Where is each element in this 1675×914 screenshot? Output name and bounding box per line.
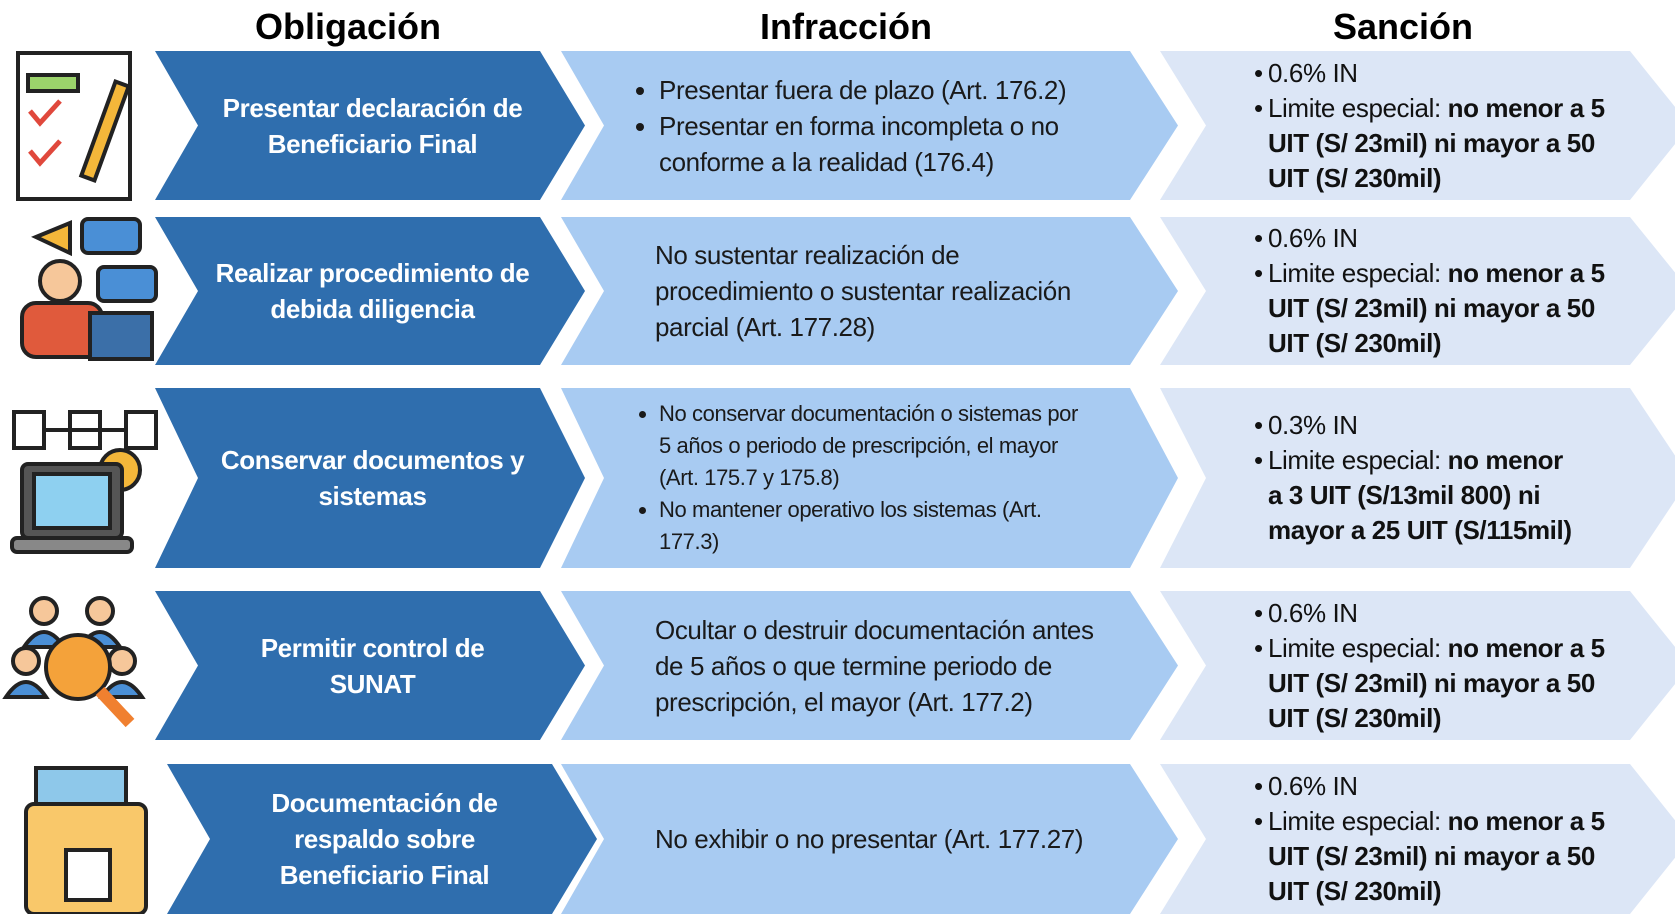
icon <box>10 410 158 554</box>
sanction-rate: 0.6% IN <box>1254 769 1620 804</box>
icon-shape <box>78 79 132 183</box>
icon <box>24 766 148 914</box>
infraction-item: No mantener operativo los sistemas (Art.… <box>659 494 1095 558</box>
icon-shape <box>107 646 137 676</box>
infraction-list: Presentar fuera de plazo (Art. 176.2)Pre… <box>625 72 1075 180</box>
icon-shape <box>64 848 112 902</box>
header: Infracción <box>759 6 933 47</box>
sanction-list: 0.6% INLimite especial: no menor a 5 UIT… <box>1250 221 1620 361</box>
obligation-text: Conservar documentos y sistemas <box>220 445 525 511</box>
infraction-text: Presentar fuera de plazo (Art. 176.2)Pre… <box>625 51 1075 200</box>
limit-value: no menor a 5 UIT (S/ 23mil) ni mayor a 5… <box>1268 258 1605 358</box>
sanction-limit: Limite especial: no menor a 5 UIT (S/ 23… <box>1254 804 1620 909</box>
sanction-text: 0.3% INLimite especial: no menor a 3 UIT… <box>1250 388 1580 568</box>
limit-label: Limite especial: <box>1268 632 1441 663</box>
infraction-text: No conservar documentación o sistemas po… <box>625 388 1095 568</box>
infraction-item: No sustentar realización de procedimient… <box>655 240 1071 342</box>
infraction-chevron <box>561 217 1178 365</box>
icon-shape <box>124 410 158 450</box>
sanction-limit: Limite especial: no menor a 5 UIT (S/ 23… <box>1254 631 1620 736</box>
obligation-chevron <box>167 764 597 914</box>
icon-shape <box>28 139 62 167</box>
sanction-rate: 0.3% IN <box>1254 408 1580 443</box>
obligation-text: Realizar procedimiento de debida diligen… <box>215 258 530 324</box>
icon-shape <box>2 680 50 699</box>
infraction-item: Ocultar o destruir documentación antes d… <box>655 614 1094 717</box>
sanction-limit: Limite especial: no menor a 5 UIT (S/ 23… <box>1254 256 1620 361</box>
limit-label: Limite especial: <box>1268 445 1441 475</box>
limit-value: no menor a 5 UIT (S/ 23mil) ni mayor a 5… <box>1268 806 1605 906</box>
icon-shape <box>95 686 135 728</box>
sanction-list: 0.6% INLimite especial: no menor a 5 UIT… <box>1250 769 1620 909</box>
icon-shape <box>44 633 112 701</box>
obligation-chevron <box>155 591 585 740</box>
obligation-chevron <box>155 217 585 365</box>
icon-shape <box>96 265 158 303</box>
icon-shape <box>28 99 62 127</box>
sanction-text: 0.6% INLimite especial: no menor a 5 UIT… <box>1250 591 1620 740</box>
icon <box>16 51 132 201</box>
icon-shape <box>29 596 59 626</box>
obligation-text: Presentar declaración de Beneficiario Fi… <box>222 92 523 159</box>
limit-label: Limite especial: <box>1268 92 1441 123</box>
sanction-limit: Limite especial: no menor a 3 UIT (S/13m… <box>1254 443 1580 548</box>
sanction-rate: 0.6% IN <box>1254 221 1620 256</box>
infraction-item: Presentar fuera de plazo (Art. 176.2) <box>659 72 1075 108</box>
icon-shape <box>12 410 46 450</box>
header: Sanción <box>1332 6 1474 47</box>
limit-value: no menor a 5 UIT (S/ 23mil) ni mayor a 5… <box>1268 632 1605 733</box>
icon-shape <box>26 73 80 93</box>
icon-shape <box>31 220 72 257</box>
icon-shape <box>11 646 41 676</box>
sanction-limit: Limite especial: no menor a 5 UIT (S/ 23… <box>1254 91 1620 196</box>
sanction-list: 0.3% INLimite especial: no menor a 3 UIT… <box>1250 408 1580 548</box>
sanction-text: 0.6% INLimite especial: no menor a 5 UIT… <box>1250 217 1620 365</box>
sanction-list: 0.6% INLimite especial: no menor a 5 UIT… <box>1250 596 1620 736</box>
icon-shape <box>85 596 115 626</box>
icon-shape <box>32 472 112 530</box>
obligation-text: Documentación de respaldo sobre Benefici… <box>271 788 498 890</box>
limit-value: no menor a 3 UIT (S/13mil 800) ni mayor … <box>1268 445 1572 545</box>
infraction-chevron <box>561 591 1178 740</box>
infraction-item: No exhibir o no presentar (Art. 177.27) <box>655 824 1084 854</box>
icon <box>20 217 158 361</box>
sanction-text: 0.6% INLimite especial: no menor a 5 UIT… <box>1250 764 1620 914</box>
limit-label: Limite especial: <box>1268 258 1441 288</box>
icon-shape <box>10 536 134 554</box>
infraction-list: No conservar documentación o sistemas po… <box>625 398 1095 558</box>
infraction-text: No sustentar realización de procedimient… <box>655 217 1105 365</box>
sanction-rate: 0.6% IN <box>1254 596 1620 631</box>
header: Obligación <box>254 6 441 47</box>
infraction-chevron <box>561 51 1178 200</box>
obligation-text: Permitir control de SUNAT <box>260 632 485 699</box>
limit-label: Limite especial: <box>1268 806 1441 836</box>
icon-shape <box>80 217 142 255</box>
sanction-list: 0.6% INLimite especial: no menor a 5 UIT… <box>1250 56 1620 196</box>
infraction-item: No conservar documentación o sistemas po… <box>659 398 1095 494</box>
infraction-chevron <box>561 764 1178 914</box>
sanction-text: 0.6% INLimite especial: no menor a 5 UIT… <box>1250 51 1620 200</box>
icon-shape <box>38 259 82 303</box>
icon <box>2 596 146 728</box>
sanction-rate: 0.6% IN <box>1254 56 1620 91</box>
icon-shape <box>88 311 154 361</box>
infraction-text: Ocultar o destruir documentación antes d… <box>655 591 1105 740</box>
infraction-chevron <box>561 388 1178 568</box>
infraction-text: No exhibir o no presentar (Art. 177.27) <box>655 764 1105 914</box>
infraction-item: Presentar en forma incompleta o no confo… <box>659 108 1075 180</box>
obligation-chevron <box>155 388 585 568</box>
limit-value: no menor a 5 UIT (S/ 23mil) ni mayor a 5… <box>1268 92 1605 193</box>
obligation-chevron <box>155 51 585 200</box>
